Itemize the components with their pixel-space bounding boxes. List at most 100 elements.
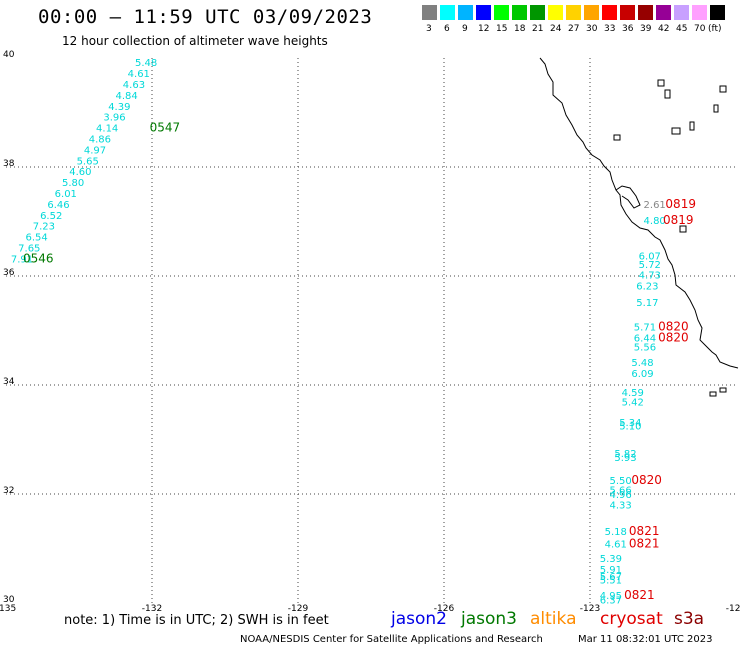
- scale-label: 42: [658, 24, 670, 34]
- scale-label: (ft): [708, 24, 722, 34]
- lon-tick-label: -132: [142, 604, 162, 614]
- lon-tick-label: -123: [580, 604, 600, 614]
- scale-label: 45: [676, 24, 688, 34]
- scale-label: 12: [478, 24, 490, 34]
- scale-swatch: [602, 5, 617, 20]
- swh-value: 7.65: [18, 243, 40, 254]
- swh-value: 5.56: [634, 343, 656, 354]
- swh-value: 4.63: [123, 80, 145, 91]
- swh-value: 4.33: [609, 501, 631, 512]
- swh-value: 5.39: [600, 554, 622, 565]
- swh-value: 4.60: [69, 167, 91, 178]
- swh-value: 5.51: [600, 575, 622, 586]
- scale-label: 21: [532, 24, 544, 34]
- swh-value: 4.61: [128, 69, 150, 80]
- swh-value: 4.80: [644, 216, 666, 227]
- swh-value: 4.39: [108, 102, 130, 113]
- swh-value: 4.14: [96, 124, 118, 135]
- swh-value: 5.48: [135, 58, 157, 69]
- lon-tick-label: -135: [0, 604, 16, 614]
- pass-time-label: 0546: [23, 251, 54, 265]
- swh-value: 4.84: [116, 91, 138, 102]
- swh-value: 5.50: [609, 476, 631, 487]
- scale-swatch: [548, 5, 563, 20]
- swh-value: 6.23: [636, 282, 658, 293]
- scale-swatch: [656, 5, 671, 20]
- pass-time-label: 0821: [629, 536, 660, 550]
- swh-value: 5.48: [631, 358, 653, 369]
- swh-value: 4.95: [600, 591, 622, 602]
- lat-tick-label: 40: [3, 50, 15, 60]
- scale-label: 36: [622, 24, 634, 34]
- scale-label: 30: [586, 24, 598, 34]
- scale-swatch: [476, 5, 491, 20]
- scale-swatch: [422, 5, 437, 20]
- pass-time-label: 0820: [658, 320, 689, 334]
- lake-outline: [709, 391, 717, 397]
- scale-swatch: [530, 5, 545, 20]
- swh-value: 4.59: [622, 388, 644, 399]
- swh-value: 6.52: [40, 211, 62, 222]
- swh-value: 5.10: [619, 422, 641, 433]
- footer-note: note: 1) Time is in UTC; 2) SWH is in fe…: [64, 613, 329, 628]
- generated-timestamp: Mar 11 08:32:01 UTC 2023: [578, 634, 713, 645]
- lat-tick-label: 38: [3, 159, 15, 169]
- scale-label: 6: [444, 24, 450, 34]
- scale-swatch: [692, 5, 707, 20]
- swh-value: 6.09: [631, 369, 653, 380]
- coastline: [539, 57, 739, 397]
- legend-jason2: jason2: [391, 609, 447, 629]
- swh-value: 5.67: [600, 572, 622, 583]
- scale-label: 18: [514, 24, 526, 34]
- coastline-path: [539, 57, 739, 369]
- swh-value: 5.34: [619, 418, 641, 429]
- lake-outline: [613, 134, 621, 141]
- lake-outline: [689, 121, 695, 131]
- scale-swatch: [710, 5, 725, 20]
- scale-label: 70: [694, 24, 706, 34]
- swh-value: 5.93: [614, 453, 636, 464]
- lat-tick-label: 36: [3, 268, 15, 278]
- lake-outline: [679, 225, 687, 233]
- scale-label: 33: [604, 24, 616, 34]
- scale-label: 3: [426, 24, 432, 34]
- swh-value: 5.65: [77, 156, 99, 167]
- scale-label: 24: [550, 24, 562, 34]
- swh-value: 5.42: [622, 398, 644, 409]
- lake-outline: [664, 89, 671, 99]
- pass-time-label: 0819: [665, 197, 696, 211]
- swh-value: 3.96: [103, 113, 125, 124]
- lat-tick-label: 30: [3, 595, 15, 605]
- swh-value: 6.46: [47, 200, 69, 211]
- swh-value: 5.72: [639, 260, 661, 271]
- swh-value: 7.91: [11, 254, 33, 265]
- swh-value: 5.66: [609, 485, 631, 496]
- swh-value: 7.23: [33, 222, 55, 233]
- scale-swatch: [638, 5, 653, 20]
- pass-time-label: 0820: [631, 473, 662, 487]
- swh-value: 4.86: [89, 134, 111, 145]
- pass-time-label: 0821: [624, 588, 655, 602]
- pass-time-label: 0820: [658, 330, 689, 344]
- legend-cryosat: cryosat: [600, 609, 663, 629]
- scale-label: 15: [496, 24, 508, 34]
- pass-time-label: 0819: [663, 213, 694, 227]
- scale-swatch: [620, 5, 635, 20]
- scale-label: 27: [568, 24, 580, 34]
- swh-value: 5.71: [634, 323, 656, 334]
- scale-swatch: [458, 5, 473, 20]
- swh-value: 2.61: [644, 200, 666, 211]
- bay-outline: [615, 185, 641, 209]
- swh-value: 4.96: [609, 490, 631, 501]
- swh-value: 5.91: [600, 565, 622, 576]
- lake-outline: [719, 387, 727, 393]
- swh-value: 6.07: [639, 252, 661, 263]
- swh-value: 6.37: [600, 596, 622, 607]
- lon-tick-label: -120: [726, 604, 740, 614]
- map-grid: -135 -132 -129 -126 -123 -120 30 32 34 36 38 40: [0, 50, 740, 614]
- lake-outline: [657, 79, 665, 87]
- scale-label: 9: [462, 24, 468, 34]
- scale-swatch: [584, 5, 599, 20]
- legend-jason3: jason3: [461, 609, 517, 629]
